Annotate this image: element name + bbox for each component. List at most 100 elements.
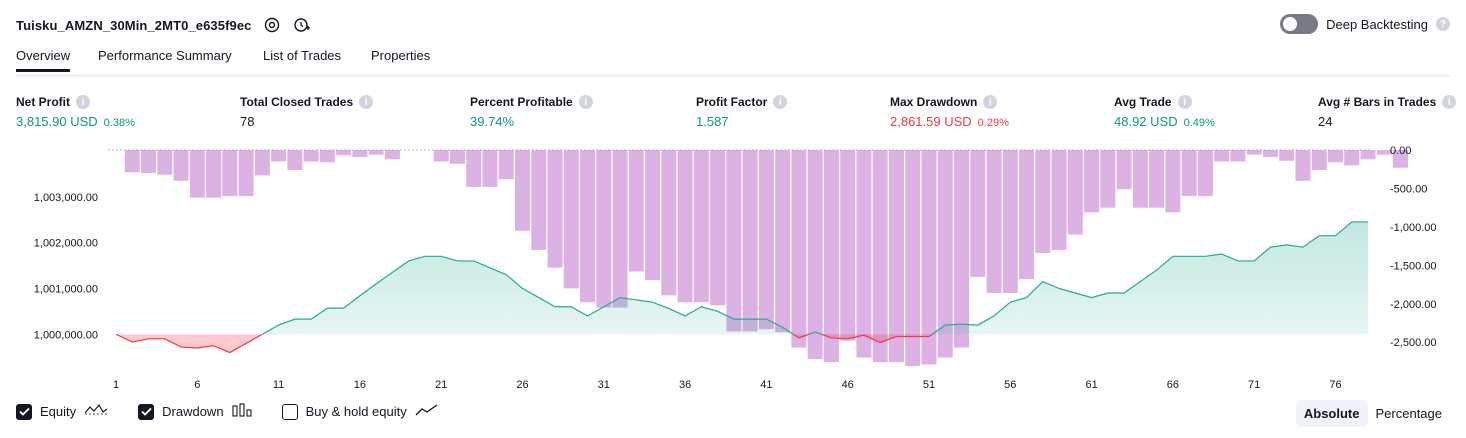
metric-value: 39.74% bbox=[470, 114, 515, 129]
drawdown-bar bbox=[580, 150, 596, 303]
drawdown-bar bbox=[238, 150, 254, 197]
legend-drawdown[interactable]: Drawdown bbox=[138, 403, 252, 420]
equity-checkbox[interactable] bbox=[16, 403, 32, 420]
metric-percent-profitable: Percent Profitable i 39.74% bbox=[470, 94, 593, 129]
info-icon[interactable]: i bbox=[1442, 95, 1457, 109]
drawdown-bar bbox=[482, 150, 498, 187]
drawdown-bar bbox=[1002, 150, 1018, 293]
metric-total-closed-trades: Total Closed Trades i 78 bbox=[240, 94, 374, 129]
drawdown-bar bbox=[1084, 150, 1100, 213]
drawdown-bar bbox=[124, 150, 140, 173]
tab-properties[interactable]: Properties bbox=[371, 48, 431, 63]
buy-hold-line-icon bbox=[415, 403, 439, 420]
left-axis-tick-label: 1,002,000.00 bbox=[34, 238, 98, 250]
metric-value: 3,815.90 USD 0.38% bbox=[16, 114, 135, 129]
help-icon[interactable]: ? bbox=[1436, 17, 1450, 31]
left-axis-tick-label: 1,003,000.00 bbox=[34, 192, 98, 204]
info-icon[interactable]: i bbox=[983, 95, 998, 109]
info-icon[interactable]: i bbox=[76, 95, 90, 109]
tab-bar: Overview Performance Summary List of Tra… bbox=[16, 48, 1450, 77]
add-alert-clock-icon[interactable] bbox=[292, 15, 312, 35]
legend-buy-hold[interactable]: Buy & hold equity bbox=[281, 403, 439, 420]
info-icon[interactable]: i bbox=[578, 95, 593, 109]
equity-line-icon bbox=[84, 403, 108, 420]
drawdown-bar bbox=[1376, 150, 1392, 155]
info-icon[interactable]: i bbox=[773, 95, 788, 109]
drawdown-bar bbox=[319, 150, 335, 163]
drawdown-bar bbox=[1165, 150, 1181, 213]
drawdown-bar bbox=[1197, 150, 1213, 197]
deep-backtesting-toggle[interactable] bbox=[1280, 14, 1319, 34]
metric-net-profit: Net Profit i 3,815.90 USD 0.38% bbox=[16, 94, 135, 129]
strategy-header: Tuisku_AMZN_30Min_2MT0_e635f9ec bbox=[16, 14, 312, 36]
settings-gear-icon[interactable] bbox=[262, 15, 282, 35]
drawdown-bar bbox=[222, 150, 238, 197]
info-icon[interactable]: i bbox=[1177, 95, 1192, 109]
drawdown-bar bbox=[466, 150, 482, 187]
right-axis-tick-label: -2,000.00 bbox=[1390, 299, 1436, 311]
right-axis-tick-label: -2,500.00 bbox=[1390, 337, 1436, 349]
tab-overview[interactable]: Overview bbox=[16, 48, 71, 72]
drawdown-bar bbox=[807, 150, 823, 360]
x-axis-tick-label: 6 bbox=[194, 379, 200, 391]
metric-max-drawdown: Max Drawdown i 2,861.59 USD 0.29% bbox=[890, 94, 1009, 129]
drawdown-bar bbox=[1132, 150, 1148, 208]
drawdown-bar bbox=[1035, 150, 1051, 254]
right-axis-tick-label: -1,000.00 bbox=[1390, 222, 1436, 234]
percentage-button[interactable]: Percentage bbox=[1375, 406, 1443, 421]
x-axis-tick-label: 31 bbox=[598, 379, 610, 391]
drawdown-bar bbox=[433, 150, 449, 162]
metric-label: Avg Trade i bbox=[1114, 94, 1215, 110]
drawdown-bar bbox=[791, 150, 807, 348]
absolute-button[interactable]: Absolute bbox=[1295, 400, 1368, 427]
x-axis-tick-label: 66 bbox=[1167, 379, 1179, 391]
equity-label: Equity bbox=[40, 404, 77, 419]
drawdown-bar bbox=[693, 150, 709, 303]
drawdown-bar bbox=[515, 150, 530, 231]
equity-line-positive bbox=[116, 221, 1368, 335]
legend-equity[interactable]: Equity bbox=[16, 403, 108, 420]
equity-area-negative bbox=[116, 334, 1368, 353]
x-axis-tick-label: 56 bbox=[1004, 379, 1016, 391]
buy-hold-checkbox[interactable] bbox=[281, 403, 298, 420]
drawdown-bar bbox=[872, 150, 888, 363]
metric-percent: 0.49% bbox=[1183, 117, 1215, 129]
metric-value: 24 bbox=[1318, 114, 1333, 129]
metric-profit-factor: Profit Factor i 1.587 bbox=[696, 94, 788, 129]
drawdown-bar bbox=[1051, 150, 1067, 250]
metric-percent: 0.38% bbox=[103, 117, 135, 129]
drawdown-bar bbox=[1393, 150, 1408, 168]
x-axis-tick-label: 76 bbox=[1329, 379, 1341, 391]
tab-performance-summary[interactable]: Performance Summary bbox=[98, 48, 232, 63]
drawdown-bar bbox=[1214, 150, 1230, 162]
drawdown-bar bbox=[1344, 150, 1360, 166]
drawdown-checkbox[interactable] bbox=[138, 403, 155, 420]
drawdown-bar bbox=[368, 150, 384, 155]
drawdown-bar bbox=[986, 150, 1002, 293]
x-axis-tick-label: 16 bbox=[354, 379, 366, 391]
info-icon[interactable]: i bbox=[359, 95, 374, 109]
drawdown-bar bbox=[141, 150, 156, 174]
metric-value: 78 bbox=[240, 114, 255, 129]
drawdown-bar bbox=[1295, 150, 1311, 181]
drawdown-bar bbox=[189, 150, 205, 198]
drawdown-bar bbox=[1311, 150, 1327, 170]
tab-list-of-trades[interactable]: List of Trades bbox=[263, 48, 342, 63]
metric-label: Percent Profitable i bbox=[470, 94, 593, 110]
drawdown-bar bbox=[287, 150, 303, 170]
drawdown-bar bbox=[742, 150, 758, 332]
x-axis-tick-label: 11 bbox=[273, 379, 284, 391]
buy-hold-label: Buy & hold equity bbox=[305, 404, 407, 419]
drawdown-bar bbox=[1019, 150, 1035, 280]
drawdown-bar bbox=[1181, 150, 1197, 197]
drawdown-bar bbox=[758, 150, 774, 330]
drawdown-bar bbox=[823, 150, 839, 363]
x-axis-tick-label: 1 bbox=[113, 379, 119, 391]
view-mode-switch: Absolute Percentage bbox=[1295, 400, 1450, 427]
drawdown-bar bbox=[547, 150, 563, 268]
drawdown-bar bbox=[888, 150, 904, 363]
drawdown-bar bbox=[1262, 150, 1278, 157]
drawdown-bar bbox=[531, 150, 547, 250]
drawdown-bar bbox=[937, 150, 953, 358]
drawdown-bar bbox=[677, 150, 693, 303]
